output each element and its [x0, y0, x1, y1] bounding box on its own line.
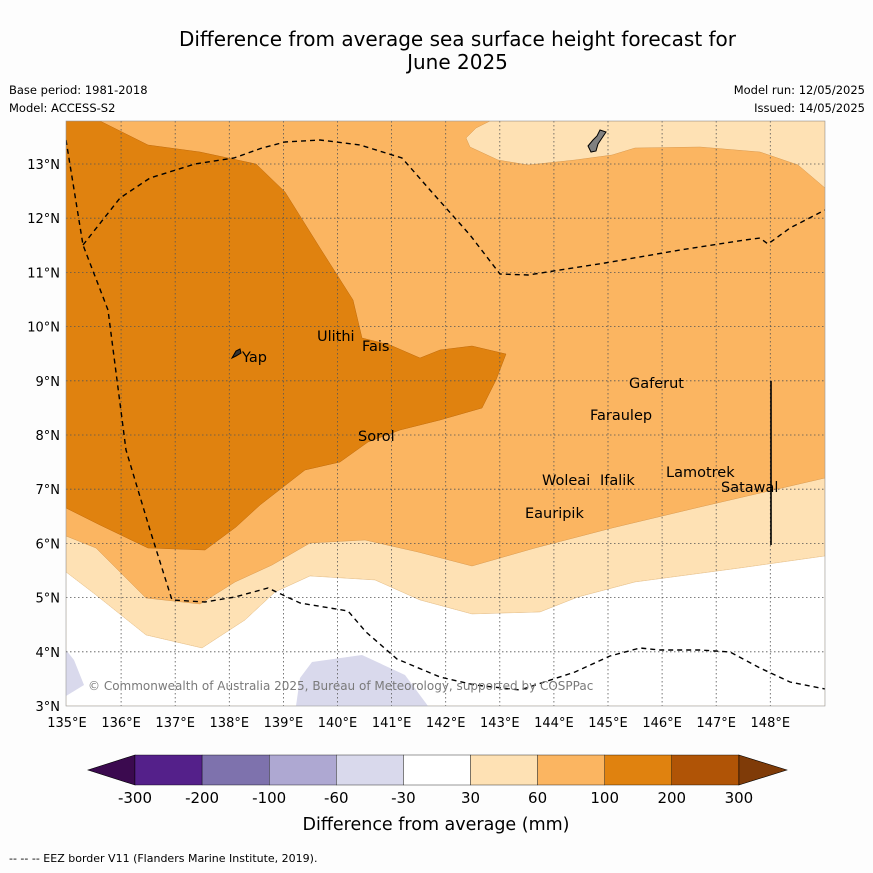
place-lamotrek: Lamotrek: [666, 465, 735, 481]
band-neg-60-30-south: [296, 655, 428, 706]
model-run: Model run: 12/05/2025: [733, 83, 865, 97]
colorbar-tick-label: 300: [725, 789, 754, 807]
latitude-label: 12°N: [27, 212, 60, 227]
colorbar-segment: [470, 754, 538, 786]
colorbar-tick-label: 100: [590, 789, 619, 807]
latitude-label: 13°N: [27, 158, 60, 173]
colorbar-tick-label: -100: [252, 789, 286, 807]
place-labels: Yap Ulithi Fais Sorol Woleai Ifalik Eaur…: [241, 329, 778, 522]
colorbar-tick-label: 30: [461, 789, 480, 807]
longitude-label: 136°E: [101, 716, 141, 731]
band-neutral: [66, 555, 825, 706]
yap-island-icon: [230, 348, 242, 360]
eez-border-main: [82, 139, 825, 276]
place-eauripik: Eauripik: [525, 506, 584, 522]
place-ulithi: Ulithi: [317, 329, 355, 345]
longitude-label: 142°E: [426, 716, 466, 731]
colorbar-extend-high: [738, 754, 788, 786]
colorbar-segment: [336, 754, 404, 786]
colorbar-segment: [134, 754, 203, 786]
issued-date: Issued: 14/05/2025: [754, 101, 865, 115]
guam-island-icon: [587, 129, 607, 153]
place-ifalik: Ifalik: [600, 473, 635, 489]
longitude-label: 141°E: [372, 716, 412, 731]
colorbar-tick-label: -200: [185, 789, 219, 807]
base-period: Base period: 1981-2018: [9, 83, 148, 97]
graticule: [66, 121, 825, 706]
colorbar-tick-label: -60: [324, 789, 349, 807]
place-fais: Fais: [362, 339, 389, 355]
latitude-labels: 3°N 4°N 5°N 6°N 7°N 8°N 9°N 10°N 11°N 12°N 13°N: [27, 158, 60, 715]
band-100-200: [66, 121, 507, 551]
map-frame: [65, 120, 826, 707]
colorbar-tick-label: -300: [118, 789, 152, 807]
longitude-label: 140°E: [318, 716, 358, 731]
map-plot: © Commonwealth of Australia 2025, Bureau…: [66, 121, 825, 706]
colorbar-segment: [201, 754, 270, 786]
place-gaferut: Gaferut: [629, 376, 684, 392]
longitude-label: 139°E: [264, 716, 304, 731]
latitude-label: 9°N: [36, 375, 61, 390]
colorbar: -300 -200 -100 -60 -30 30 60 100 200 300: [87, 754, 788, 807]
colorbar-segment: [537, 754, 605, 786]
colorbar-tick-label: -30: [391, 789, 416, 807]
place-satawal: Satawal: [721, 480, 778, 496]
chart-title: Difference from average sea surface heig…: [60, 28, 855, 74]
title-line-2: June 2025: [407, 50, 508, 74]
latitude-label: 4°N: [36, 646, 61, 661]
colorbar-segment: [269, 754, 337, 786]
place-woleai: Woleai: [542, 473, 590, 489]
eez-footnote: -- -- -- EEZ border V11 (Flanders Marine…: [9, 852, 318, 865]
colorbar-tick-label: 60: [528, 789, 547, 807]
colorbar-segment: [403, 754, 471, 786]
place-sorol: Sorol: [358, 429, 395, 445]
latitude-label: 10°N: [27, 321, 60, 336]
colorbar-extend-low: [87, 754, 136, 786]
title-line-1: Difference from average sea surface heig…: [178, 27, 737, 51]
eez-border-north: [66, 139, 825, 691]
longitude-label: 148°E: [751, 716, 791, 731]
colorbar-segment: [671, 754, 740, 786]
latitude-label: 11°N: [27, 266, 60, 281]
latitude-label: 7°N: [36, 483, 61, 498]
copyright-notice: © Commonwealth of Australia 2025, Bureau…: [88, 679, 593, 693]
colorbar-tick-label: 200: [657, 789, 686, 807]
longitude-label: 146°E: [642, 716, 682, 731]
band-neg-60-30-west: [66, 650, 84, 696]
band-30-60-north: [465, 121, 825, 189]
latitude-label: 8°N: [36, 429, 61, 444]
latitude-label: 5°N: [36, 592, 61, 607]
longitude-label: 137°E: [155, 716, 195, 731]
place-yap: Yap: [241, 350, 267, 366]
colorbar-label: Difference from average (mm): [302, 815, 569, 835]
model-name: Model: ACCESS-S2: [9, 101, 116, 115]
colorbar-segment: [604, 754, 673, 786]
place-faraulep: Faraulep: [590, 408, 652, 424]
longitude-label: 135°E: [47, 716, 87, 731]
metadata-left: Base period: 1981-2018 Model: ACCESS-S2: [9, 81, 148, 117]
longitude-label: 147°E: [696, 716, 736, 731]
longitude-labels: 135°E 136°E 137°E 138°E 139°E 140°E 141°E 142°E…: [47, 716, 790, 731]
longitude-label: 145°E: [588, 716, 628, 731]
latitude-label: 6°N: [36, 537, 61, 552]
latitude-label: 3°N: [36, 700, 61, 715]
longitude-label: 138°E: [210, 716, 250, 731]
metadata-right: Model run: 12/05/2025 Issued: 14/05/2025: [734, 81, 865, 117]
longitude-label: 143°E: [480, 716, 520, 731]
longitude-label: 144°E: [534, 716, 574, 731]
